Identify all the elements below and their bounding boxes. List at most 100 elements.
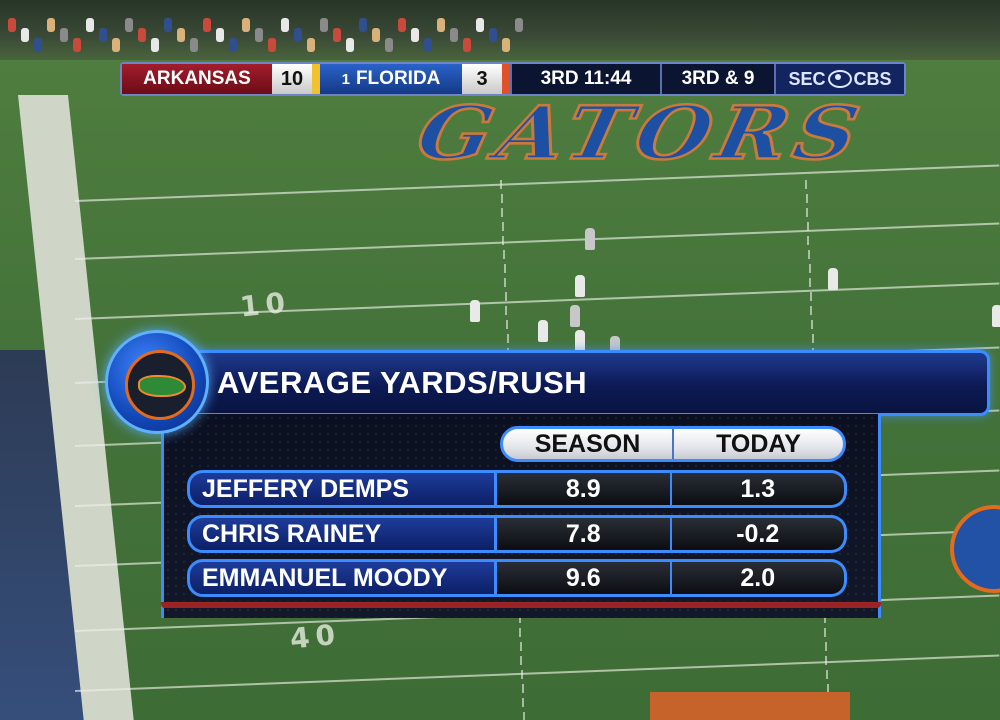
hash-mark (823, 614, 826, 623)
player-figure (575, 275, 585, 297)
crowd-figure (450, 28, 458, 42)
home-team-name: FLORIDA (355, 68, 441, 89)
bottom-stripe (161, 602, 881, 608)
crowd-figure (229, 38, 237, 52)
crowd-figure (21, 28, 29, 42)
hash-mark (501, 208, 504, 217)
hash-mark (503, 250, 505, 259)
player-figure (992, 305, 1000, 327)
crowd-figure (489, 28, 497, 42)
away-team-name: ARKANSAS (122, 64, 272, 94)
hash-mark (807, 236, 810, 245)
away-color-bar (312, 64, 320, 94)
hash-mark (824, 628, 827, 637)
score-bug: ARKANSAS 10 1 FLORIDA 3 3RD 11:44 3RD & … (120, 62, 906, 96)
hash-mark (504, 278, 507, 287)
crowd-figure (502, 38, 510, 52)
stat-title: AVERAGE YARDS/RUSH (217, 365, 588, 400)
table-row: EMMANUEL MOODY 9.6 2.0 (187, 559, 847, 597)
player-figure (828, 268, 838, 290)
crowd-figure (294, 28, 302, 42)
cbs-eye-icon (827, 70, 852, 88)
yard-number: 40 (288, 617, 343, 656)
hash-mark (805, 180, 807, 189)
quarter: 3RD (540, 68, 579, 89)
hash-mark (810, 306, 813, 315)
endzone-text: GATORS (409, 89, 874, 178)
endzone-marking (650, 692, 850, 720)
column-headers: SEASON TODAY (500, 426, 846, 462)
crowd-figure (359, 18, 367, 32)
hash-mark (806, 222, 809, 231)
crowd-figure (47, 18, 55, 32)
home-team: 1 FLORIDA (320, 64, 462, 94)
hash-mark (808, 264, 811, 273)
crowd-figure (333, 28, 341, 42)
crowd-figure (73, 38, 81, 52)
clock-time: 11:44 (583, 68, 632, 89)
hash-mark (502, 236, 505, 245)
hash-mark (503, 264, 506, 273)
player-name: CHRIS RAINEY (187, 515, 497, 553)
hash-mark (500, 180, 502, 189)
crowd-figure (99, 28, 107, 42)
home-color-bar (502, 64, 510, 94)
hash-mark (519, 642, 522, 651)
crowd-figure (437, 18, 445, 32)
hash-mark (824, 642, 827, 651)
hash-mark (521, 684, 524, 693)
season-value: 8.9 (497, 470, 672, 508)
hash-mark (811, 320, 813, 329)
crowd-figure (307, 38, 315, 52)
player-figure (538, 320, 548, 342)
network-cbs: CBS (853, 68, 892, 89)
network-sec: SEC (788, 68, 826, 89)
crowd-figure (216, 28, 224, 42)
network-logo: SEC CBS (774, 64, 904, 94)
game-clock: 3RD 11:44 (510, 64, 660, 94)
crowd-figure (86, 18, 94, 32)
hash-mark (809, 278, 812, 287)
home-score: 3 (462, 64, 502, 94)
crowd-figure (242, 18, 250, 32)
crowd-figure (372, 28, 380, 42)
season-value: 9.6 (497, 559, 672, 597)
crowd-figure (515, 18, 523, 32)
hash-mark (522, 698, 525, 707)
today-value: -0.2 (671, 515, 847, 553)
player-figure (610, 336, 620, 358)
hash-mark (505, 306, 508, 315)
gator-logo-icon (125, 350, 195, 420)
player-figure (575, 330, 585, 352)
crowd-figure (60, 28, 68, 42)
hash-mark (501, 222, 504, 231)
crowd-figure (8, 18, 16, 32)
crowd-figure (190, 38, 198, 52)
today-value: 2.0 (671, 559, 847, 597)
crowd-figure (411, 28, 419, 42)
hash-mark (518, 614, 521, 623)
hash-mark (808, 250, 810, 259)
crowd-figure (346, 38, 354, 52)
hash-mark (826, 684, 829, 693)
crowd-figure (385, 38, 393, 52)
home-rank: 1 (341, 70, 350, 88)
player-figure (570, 305, 580, 327)
stat-graphic: AVERAGE YARDS/RUSH SEASON TODAY JEFFERY … (105, 330, 990, 620)
hash-mark (825, 656, 828, 665)
hash-mark (506, 334, 509, 343)
crowd-figure (203, 18, 211, 32)
today-value: 1.3 (671, 470, 847, 508)
hash-mark (805, 194, 808, 203)
crowd-figure (138, 28, 146, 42)
hash-mark (826, 670, 828, 679)
table-row: CHRIS RAINEY 7.8 -0.2 (187, 515, 847, 553)
hash-mark (809, 292, 812, 301)
crowd-figure (151, 38, 159, 52)
gator-head-icon (138, 375, 186, 397)
hash-mark (506, 320, 508, 329)
crowd-figure (463, 38, 471, 52)
column-header-season: SEASON (534, 430, 641, 458)
crowd-figure (112, 38, 120, 52)
hash-mark (521, 670, 523, 679)
